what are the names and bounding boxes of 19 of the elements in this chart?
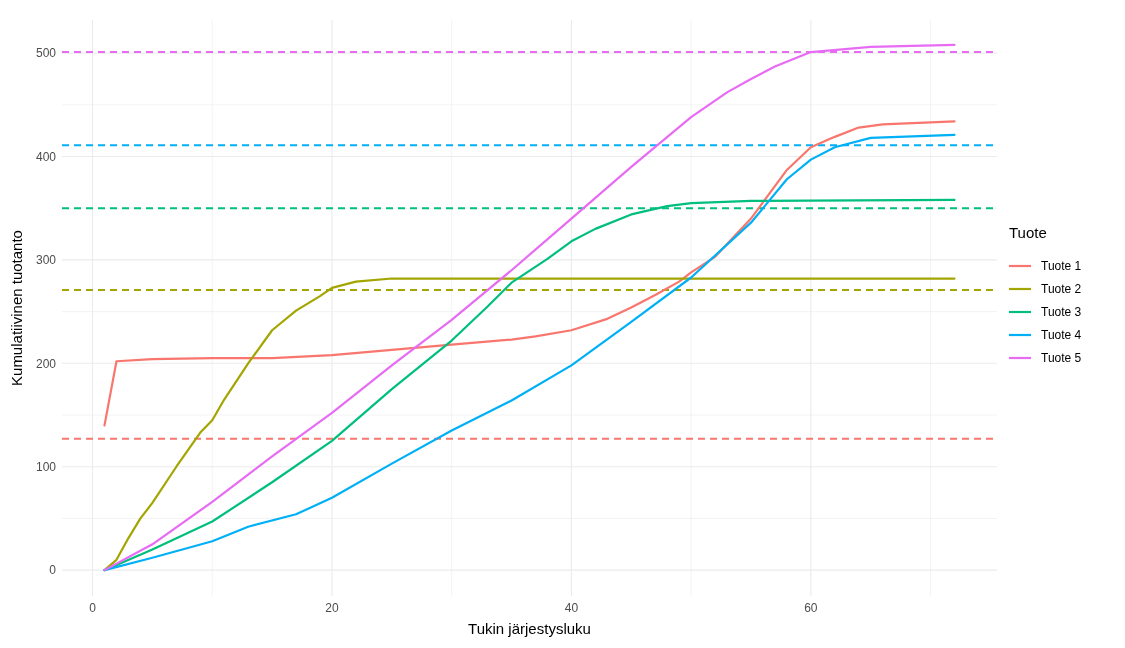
y-tick-label: 300 bbox=[35, 253, 57, 268]
x-tick-label: 20 bbox=[325, 601, 339, 615]
legend-title: Tuote bbox=[1009, 224, 1047, 241]
y-tick-label: 400 bbox=[35, 149, 57, 164]
x-tick-label: 40 bbox=[564, 601, 579, 615]
legend-label: Tuote 3 bbox=[1041, 305, 1082, 320]
x-tick-label: 0 bbox=[89, 601, 97, 615]
y-tick-label: 200 bbox=[35, 356, 57, 371]
line-series bbox=[103, 120, 956, 427]
legend-label: Tuote 2 bbox=[1041, 282, 1082, 297]
legend-label: Tuote 4 bbox=[1041, 328, 1082, 343]
x-tick-label: 60 bbox=[804, 601, 818, 615]
legend-label: Tuote 1 bbox=[1041, 259, 1082, 274]
y-tick-label: 0 bbox=[49, 563, 57, 578]
legend-label: Tuote 5 bbox=[1041, 351, 1082, 366]
y-tick-label: 500 bbox=[35, 46, 57, 61]
y-tick-label: 100 bbox=[35, 459, 57, 474]
x-axis-title: Tukin järjestysluku bbox=[468, 620, 591, 637]
y-axis-title: Kumulatiivinen tuotanto bbox=[8, 230, 25, 386]
